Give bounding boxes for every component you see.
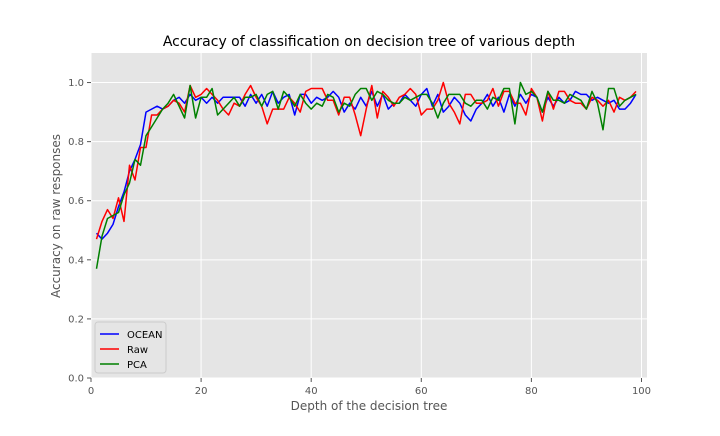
x-tick-label: 20 <box>195 386 208 397</box>
x-tick-label: 0 <box>88 386 94 397</box>
y-tick-label: 0.0 <box>68 374 84 385</box>
x-tick-label: 100 <box>632 386 651 397</box>
legend-label-pca: PCA <box>127 360 147 371</box>
legend-label-raw: Raw <box>127 345 148 356</box>
y-tick-label: 1.0 <box>68 78 84 89</box>
x-tick-label: 40 <box>305 386 318 397</box>
legend-label-ocean: OCEAN <box>127 330 163 341</box>
y-axis-label: Accuracy on raw responses <box>49 134 63 298</box>
chart-title: Accuracy of classification on decision t… <box>163 34 575 50</box>
x-axis-label: Depth of the decision tree <box>291 399 448 413</box>
series-line-pca <box>95 81 637 269</box>
y-tick-label: 0.2 <box>68 314 84 325</box>
y-tick-label: 0.8 <box>68 137 84 148</box>
y-tick-label: 0.4 <box>68 255 84 266</box>
y-tick-label: 0.6 <box>68 196 84 207</box>
x-tick-label: 80 <box>525 386 538 397</box>
x-tick-label: 60 <box>415 386 428 397</box>
